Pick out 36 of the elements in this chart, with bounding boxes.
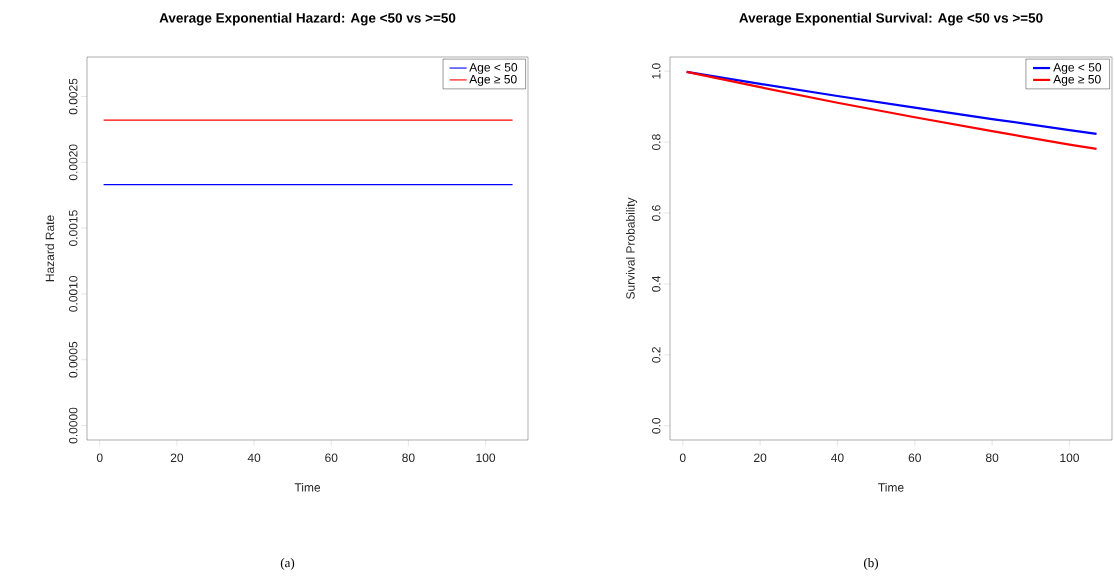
- y-tick-label: 0.2: [651, 347, 661, 363]
- legend-label: Age ≥ 50: [469, 74, 517, 86]
- x-tick-label: 20: [170, 453, 184, 463]
- y-tick-label: 0.4: [651, 275, 661, 292]
- y-axis-title: Hazard Rate: [45, 215, 55, 282]
- x-tick-label: 60: [908, 453, 921, 463]
- x-tick-label: 20: [754, 453, 767, 463]
- x-axis-title: Time: [878, 482, 904, 492]
- x-tick-label: 100: [1060, 453, 1080, 463]
- x-tick-label: 60: [325, 453, 338, 463]
- text: (a): [280, 558, 295, 570]
- legend-label: Age < 50: [469, 63, 518, 74]
- x-tick-label: 40: [831, 453, 844, 463]
- y-tick-label: 0.0000: [68, 407, 78, 444]
- x-tick-label: 100: [476, 453, 496, 463]
- y-tick-label: 0.0015: [68, 210, 78, 246]
- y-tick-label: 0.6: [651, 205, 661, 221]
- x-tick-label: 0: [679, 453, 686, 463]
- y-axis-title: Survival Probability: [625, 197, 638, 299]
- y-tick-label: 0.0025: [68, 78, 78, 115]
- y-tick-label: 1.0: [651, 63, 661, 79]
- y-tick-label: 0.0010: [68, 276, 78, 312]
- chart-title: Average Exponential Survival: Age <50 vs >=50: [739, 12, 1043, 26]
- x-axis-title: Time: [294, 482, 321, 492]
- text: (b): [863, 558, 879, 570]
- y-tick-label: 0.0005: [68, 341, 78, 378]
- y-tick-label: 0.8: [651, 134, 661, 150]
- x-tick-label: 80: [402, 453, 415, 463]
- x-tick-label: 80: [985, 453, 999, 463]
- legend-label: Age < 50: [1053, 63, 1102, 74]
- x-tick-label: 40: [247, 453, 261, 463]
- legend-label: Age ≥ 50: [1053, 74, 1101, 86]
- y-tick-label: 0.0: [651, 417, 661, 434]
- x-tick-label: 0: [96, 453, 103, 463]
- y-tick-label: 0.0020: [68, 144, 78, 181]
- chart-title: Average Exponential Hazard: Age <50 vs >=50: [159, 12, 456, 26]
